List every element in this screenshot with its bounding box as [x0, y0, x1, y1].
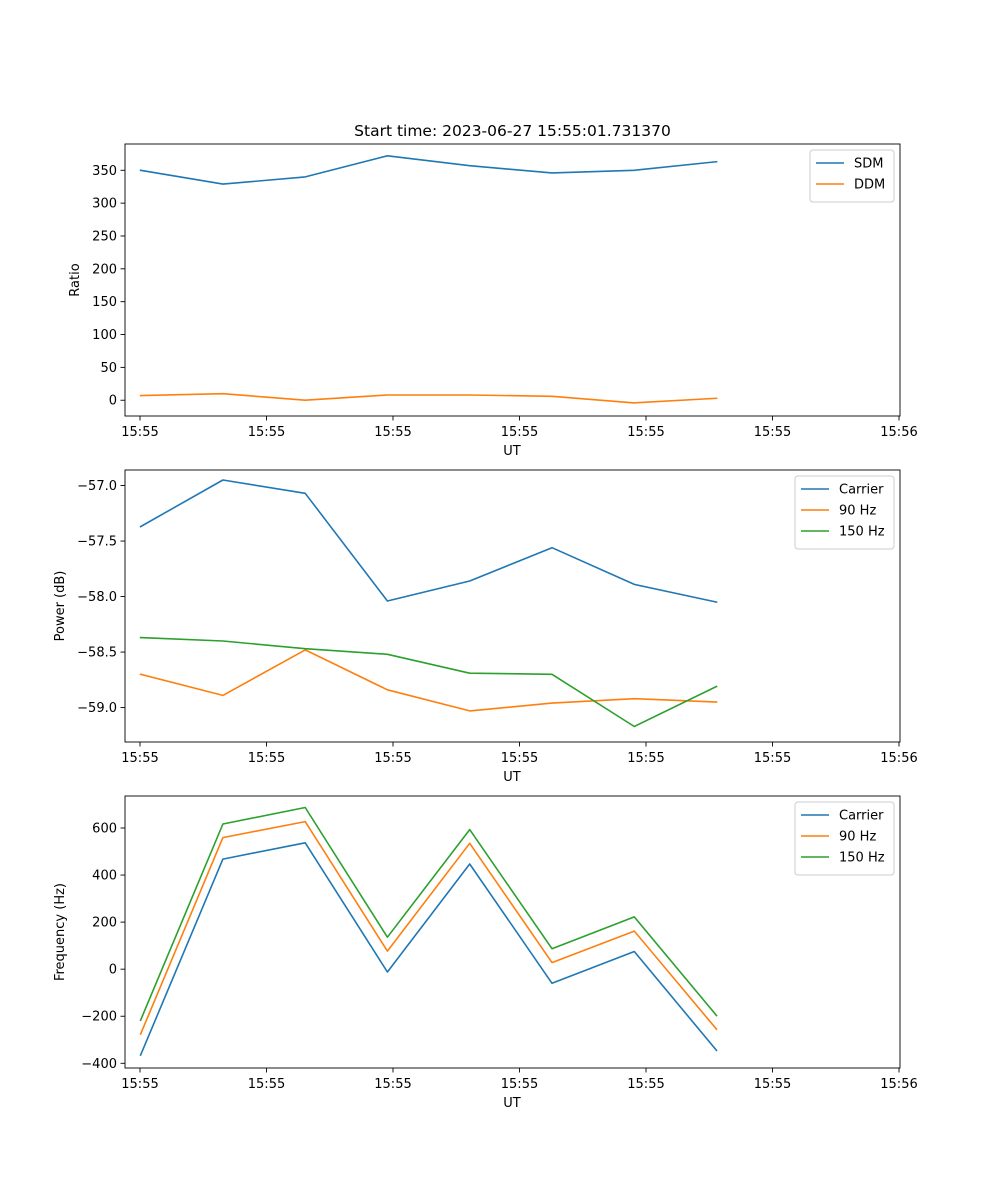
y-tick-label: −57.0 — [77, 479, 117, 494]
series-line-150-hz — [139, 636, 718, 728]
legend-label: Carrier — [839, 809, 884, 824]
series-line-ddm — [139, 392, 718, 404]
x-tick-label: 15:55 — [374, 1077, 411, 1092]
legend: Carrier 90 Hz 150 Hz — [794, 801, 895, 876]
x-tick-label: 15:56 — [880, 425, 917, 440]
y-tick-label: 350 — [92, 164, 117, 179]
y-tick-label: −58.5 — [77, 646, 117, 661]
y-tick-label: 600 — [92, 822, 117, 837]
y-axis-label: Power (dB) — [53, 571, 68, 642]
legend-label: 150 Hz — [839, 525, 885, 540]
x-tick-label: 15:56 — [880, 1077, 917, 1092]
x-tick-label: 15:55 — [374, 751, 411, 766]
plot-area-frame — [124, 143, 901, 417]
x-tick-label: 15:55 — [248, 425, 285, 440]
x-tick-label: 15:56 — [880, 751, 917, 766]
x-tick-label: 15:55 — [501, 1077, 538, 1092]
x-tick-label: 15:55 — [754, 425, 791, 440]
x-tick-label: 15:55 — [627, 425, 664, 440]
series-line-90-hz — [139, 820, 718, 1036]
plot-area-frame — [124, 469, 901, 743]
series-line-carrier — [139, 841, 718, 1057]
charts-container: 15:55 15:55 15:55 15:55 15:55 15:55 15:56 0 50 10… — [53, 122, 918, 1111]
x-tick-label: 15:55 — [374, 425, 411, 440]
y-tick-label: 0 — [109, 963, 117, 978]
legend: Carrier 90 Hz 150 Hz — [794, 475, 895, 550]
x-tick-label: 15:55 — [121, 425, 158, 440]
x-axis-label: UT — [503, 444, 521, 459]
legend-label: DDM — [854, 178, 885, 193]
x-tick-label: 15:55 — [627, 1077, 664, 1092]
y-axis-label: Frequency (Hz) — [53, 883, 68, 981]
x-tick-label: 15:55 — [248, 751, 285, 766]
subplot-1: 15:55 15:55 15:55 15:55 15:55 15:55 15:56 0 50 10… — [68, 122, 918, 459]
legend-label: 150 Hz — [839, 851, 885, 866]
y-tick-label: 300 — [92, 197, 117, 212]
series-line-150-hz — [139, 806, 718, 1022]
x-axis-label: UT — [503, 770, 521, 785]
y-tick-label: −57.5 — [77, 535, 117, 550]
series-line-sdm — [139, 155, 718, 185]
chart-title: Start time: 2023-06-27 15:55:01.731370 — [354, 122, 671, 140]
y-tick-label: 200 — [92, 262, 117, 277]
x-tick-label: 15:55 — [248, 1077, 285, 1092]
y-tick-label: 150 — [92, 295, 117, 310]
legend-label: Carrier — [839, 483, 884, 498]
legend-label: SDM — [854, 157, 883, 172]
x-tick-label: 15:55 — [754, 751, 791, 766]
y-tick-label: 100 — [92, 328, 117, 343]
series-line-90-hz — [139, 649, 718, 712]
x-axis-label: UT — [503, 1096, 521, 1111]
y-tick-label: 50 — [100, 361, 117, 376]
x-tick-label: 15:55 — [121, 751, 158, 766]
plot-area-frame — [124, 795, 901, 1069]
legend-label: 90 Hz — [839, 504, 876, 519]
legend: SDM DDM — [809, 149, 895, 203]
x-tick-label: 15:55 — [754, 1077, 791, 1092]
series-line-carrier — [139, 479, 718, 604]
y-tick-label: −59.0 — [77, 701, 117, 716]
y-tick-label: 200 — [92, 916, 117, 931]
x-tick-label: 15:55 — [501, 751, 538, 766]
subplot-3: 15:55 15:55 15:55 15:55 15:55 15:55 15:56 −400 −… — [53, 795, 918, 1111]
y-tick-label: −400 — [81, 1057, 117, 1072]
x-tick-label: 15:55 — [121, 1077, 158, 1092]
y-tick-label: 250 — [92, 229, 117, 244]
y-axis-label: Ratio — [68, 263, 83, 296]
legend-label: 90 Hz — [839, 830, 876, 845]
subplot-2: 15:55 15:55 15:55 15:55 15:55 15:55 15:56 −57.0… — [53, 469, 918, 785]
x-tick-label: 15:55 — [501, 425, 538, 440]
y-tick-label: −200 — [81, 1010, 117, 1025]
y-tick-label: −58.0 — [77, 590, 117, 605]
y-tick-label: 0 — [109, 394, 117, 409]
y-tick-label: 400 — [92, 869, 117, 884]
x-tick-label: 15:55 — [627, 751, 664, 766]
